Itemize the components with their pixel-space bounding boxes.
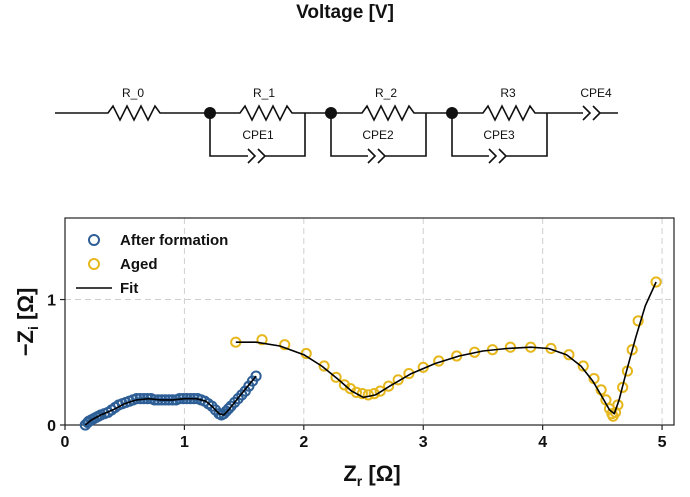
label-cpe3: CPE3 — [483, 128, 515, 142]
point-aged — [403, 367, 415, 380]
point-aged — [279, 339, 291, 351]
point-aged — [350, 386, 362, 398]
legend-label-after-formation: After formation — [120, 232, 228, 249]
circuit-branch-2 — [330, 113, 427, 164]
x-tick-label: 5 — [658, 434, 667, 451]
point-aged — [504, 341, 517, 353]
circuit-branch-1 — [209, 113, 306, 164]
point-aged — [612, 399, 624, 411]
fit-line — [235, 281, 657, 415]
y-axis-label: −Zi [Ω] — [13, 288, 41, 357]
point-aged — [330, 371, 342, 383]
label-r1: R_1 — [253, 86, 275, 100]
grid-layer — [65, 218, 674, 425]
x-tick-label: 3 — [419, 434, 428, 451]
point-aged — [650, 276, 662, 288]
point-aged — [617, 381, 629, 393]
x-tick-label: 0 — [61, 434, 70, 451]
point-aged — [577, 360, 589, 372]
label-cpe1: CPE1 — [242, 128, 274, 142]
y-tick-label: 0 — [47, 418, 56, 435]
circuit-cpe4-symbol — [582, 105, 618, 121]
y-tick-label: 1 — [47, 293, 56, 310]
label-r3: R3 — [500, 86, 516, 100]
point-aged — [256, 334, 268, 346]
label-r0: R_0 — [122, 86, 144, 100]
plot-area-frame — [64, 217, 675, 426]
legend-marker-after-formation — [88, 234, 100, 246]
point-aged — [392, 374, 404, 386]
figure-title: Voltage [V] — [296, 2, 394, 23]
fit-line — [84, 375, 257, 426]
point-after-formation — [250, 370, 262, 382]
series-layer — [79, 276, 662, 431]
x-axis-label: Zr [Ω] — [343, 461, 400, 489]
tick-layer: 0 1 2 3 4 5 0 1 — [47, 293, 667, 451]
point-aged — [318, 360, 330, 372]
circuit-branch-3 — [451, 113, 548, 164]
label-cpe2: CPE2 — [362, 128, 394, 142]
x-tick-label: 2 — [299, 434, 308, 451]
circuit-node-1 — [204, 107, 216, 119]
equivalent-circuit-diagram: R_0 R_1 R_2 R3 CPE4 CPE1 CPE2 CPE3 — [55, 86, 618, 164]
circuit-node-3 — [446, 107, 458, 119]
label-cpe4: CPE4 — [580, 86, 612, 100]
circuit-node-2 — [325, 107, 337, 119]
point-after-formation — [222, 403, 235, 415]
x-tick-label: 1 — [180, 434, 189, 451]
point-aged — [626, 344, 638, 356]
point-aged — [632, 315, 644, 327]
legend: After formation Aged Fit — [76, 232, 228, 297]
legend-marker-aged — [88, 258, 100, 270]
x-tick-label: 4 — [538, 434, 547, 451]
legend-label-fit: Fit — [120, 280, 138, 297]
legend-label-aged: Aged — [120, 256, 158, 273]
point-aged — [374, 385, 386, 397]
point-aged — [383, 380, 395, 392]
label-r2: R_2 — [375, 86, 397, 100]
